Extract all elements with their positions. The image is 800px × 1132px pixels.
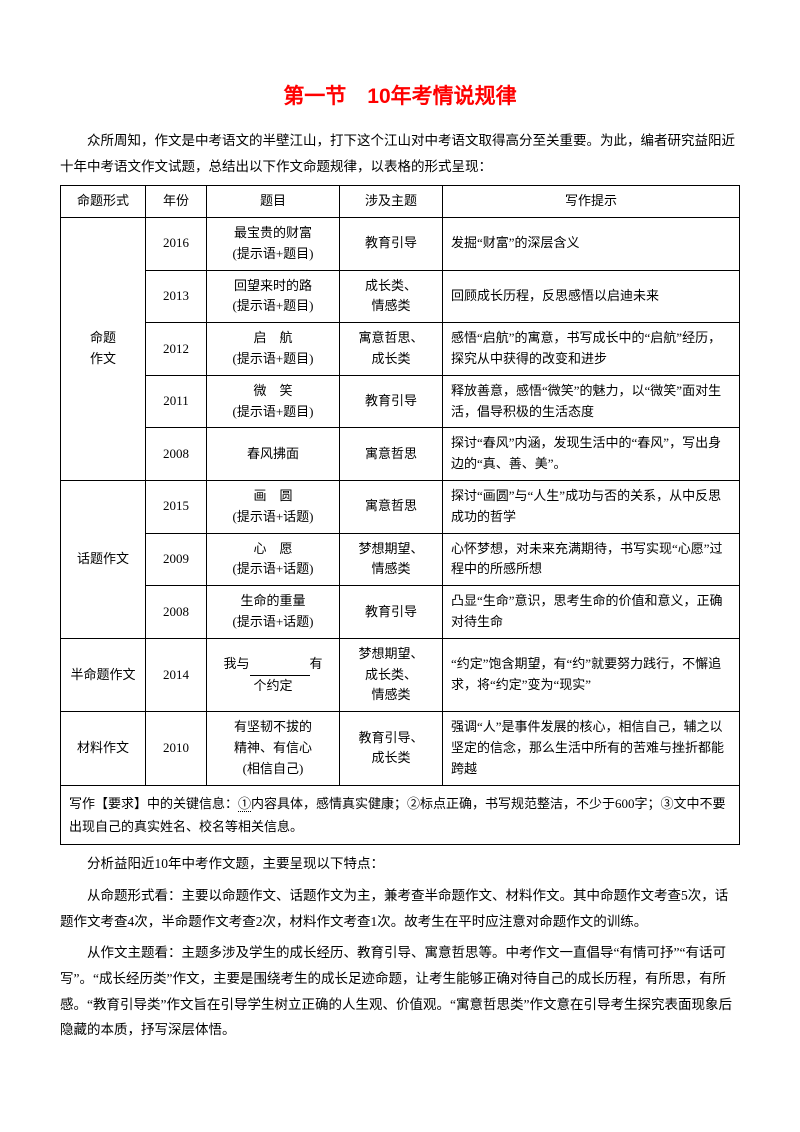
cell-title: 有坚韧不拔的精神、有信心(相信自己) [207,712,340,785]
analysis-para-3: 从作文主题看：主题多涉及学生的成长经历、教育引导、寓意哲思等。中考作文一直倡导“… [60,940,740,1043]
cell-title: 春风拂面 [207,428,340,481]
cell-title: 回望来时的路(提示语+题目) [207,270,340,323]
cell-form: 话题作文 [61,481,146,639]
exam-table: 命题形式 年份 题目 涉及主题 写作提示 命题作文2016最宝贵的财富(提示语+… [60,185,740,845]
cell-tip: 凸显“生命”意识，思考生命的价值和意义，正确对待生命 [443,586,740,639]
cell-tip: 强调“人”是事件发展的核心，相信自己，辅之以坚定的信念，那么生活中所有的苦难与挫… [443,712,740,785]
table-row: 命题作文2016最宝贵的财富(提示语+题目)教育引导发掘“财富”的深层含义 [61,218,740,271]
header-tip: 写作提示 [443,186,740,218]
analysis-para-1: 分析益阳近10年中考作文题，主要呈现以下特点： [60,851,740,877]
cell-title: 微 笑(提示语+题目) [207,375,340,428]
cell-year: 2008 [146,586,207,639]
table-row: 2009心 愿(提示语+话题)梦想期望、情感类心怀梦想，对未来充满期待，书写实现… [61,533,740,586]
table-row: 2008春风拂面寓意哲思探讨“春风”内涵，发现生活中的“春风”，写出身边的“真、… [61,428,740,481]
cell-theme: 梦想期望、情感类 [340,533,443,586]
cell-tip: 回顾成长历程，反思感悟以启迪未来 [443,270,740,323]
cell-year: 2009 [146,533,207,586]
header-theme: 涉及主题 [340,186,443,218]
cell-title: 我与 有个约定 [207,638,340,711]
header-form: 命题形式 [61,186,146,218]
cell-theme: 寓意哲思 [340,428,443,481]
cell-year: 2010 [146,712,207,785]
table-row: 半命题作文2014我与 有个约定梦想期望、成长类、情感类“约定”饱含期望，有“约… [61,638,740,711]
cell-theme: 寓意哲思、成长类 [340,323,443,376]
table-row: 材料作文2010有坚韧不拔的精神、有信心(相信自己)教育引导、成长类强调“人”是… [61,712,740,785]
cell-theme: 教育引导 [340,586,443,639]
cell-form: 材料作文 [61,712,146,785]
cell-theme: 寓意哲思 [340,481,443,534]
cell-title: 画 圆(提示语+话题) [207,481,340,534]
table-header-row: 命题形式 年份 题目 涉及主题 写作提示 [61,186,740,218]
cell-title: 心 愿(提示语+话题) [207,533,340,586]
table-note-row: 写作【要求】中的关键信息：①内容具体，感情真实健康；②标点正确，书写规范整洁，不… [61,785,740,845]
requirements-note: 写作【要求】中的关键信息：①内容具体，感情真实健康；②标点正确，书写规范整洁，不… [61,785,740,845]
cell-title: 最宝贵的财富(提示语+题目) [207,218,340,271]
cell-year: 2011 [146,375,207,428]
cell-theme: 教育引导、成长类 [340,712,443,785]
cell-tip: 探讨“画圆”与“人生”成功与否的关系，从中反思成功的哲学 [443,481,740,534]
cell-tip: 探讨“春风”内涵，发现生活中的“春风”，写出身边的“真、善、美”。 [443,428,740,481]
cell-year: 2016 [146,218,207,271]
cell-tip: 心怀梦想，对未来充满期待，书写实现“心愿”过程中的所感所想 [443,533,740,586]
cell-tip: “约定”饱含期望，有“约”就要努力践行，不懈追求，将“约定”变为“现实” [443,638,740,711]
cell-theme: 教育引导 [340,375,443,428]
cell-theme: 教育引导 [340,218,443,271]
header-title: 题目 [207,186,340,218]
analysis-para-2: 从命题形式看：主要以命题作文、话题作文为主，兼考查半命题作文、材料作文。其中命题… [60,883,740,934]
cell-form: 半命题作文 [61,638,146,711]
cell-form: 命题作文 [61,218,146,481]
cell-tip: 释放善意，感悟“微笑”的魅力，以“微笑”面对生活，倡导积极的生活态度 [443,375,740,428]
table-row: 2011微 笑(提示语+题目)教育引导释放善意，感悟“微笑”的魅力，以“微笑”面… [61,375,740,428]
cell-tip: 发掘“财富”的深层含义 [443,218,740,271]
cell-year: 2014 [146,638,207,711]
intro-paragraph: 众所周知，作文是中考语文的半壁江山，打下这个江山对中考语文取得高分至关重要。为此… [60,128,740,179]
cell-year: 2012 [146,323,207,376]
cell-theme: 梦想期望、成长类、情感类 [340,638,443,711]
cell-year: 2013 [146,270,207,323]
table-row: 2013回望来时的路(提示语+题目)成长类、情感类回顾成长历程，反思感悟以启迪未… [61,270,740,323]
cell-title: 生命的重量(提示语+话题) [207,586,340,639]
cell-title: 启 航(提示语+题目) [207,323,340,376]
cell-tip: 感悟“启航”的寓意，书写成长中的“启航”经历，探究从中获得的改变和进步 [443,323,740,376]
header-year: 年份 [146,186,207,218]
cell-year: 2015 [146,481,207,534]
table-row: 话题作文2015画 圆(提示语+话题)寓意哲思探讨“画圆”与“人生”成功与否的关… [61,481,740,534]
table-row: 2008生命的重量(提示语+话题)教育引导凸显“生命”意识，思考生命的价值和意义… [61,586,740,639]
table-row: 2012启 航(提示语+题目)寓意哲思、成长类感悟“启航”的寓意，书写成长中的“… [61,323,740,376]
page-title: 第一节 10年考情说规律 [60,80,740,110]
cell-year: 2008 [146,428,207,481]
cell-theme: 成长类、情感类 [340,270,443,323]
